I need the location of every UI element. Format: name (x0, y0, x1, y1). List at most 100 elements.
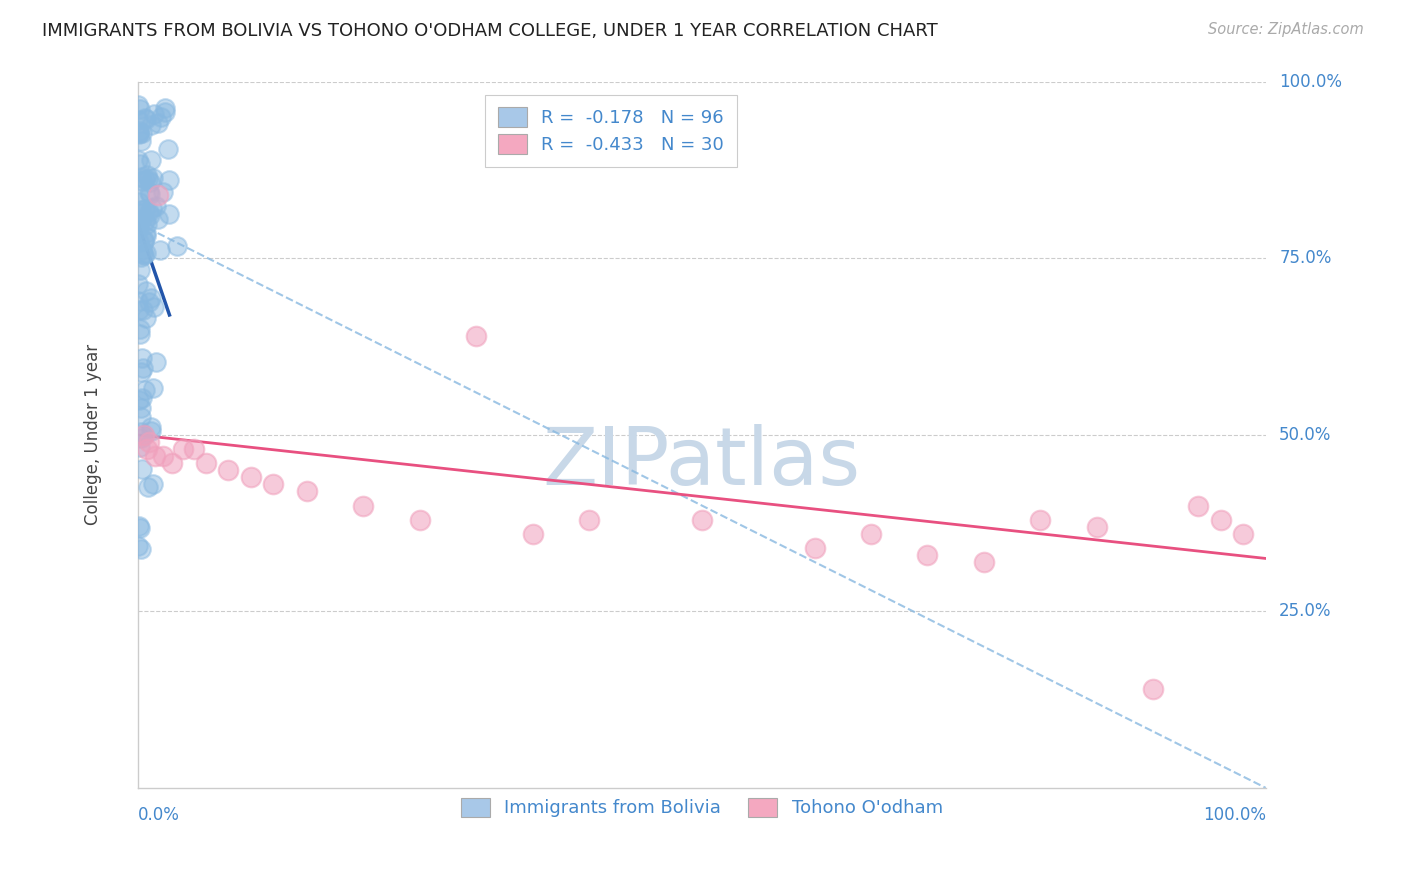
Point (132, 246, 155, 260)
Text: College, Under 1 year: College, Under 1 year (84, 344, 101, 525)
Point (153, 105, 176, 120)
Point (139, 176, 162, 190)
Point (134, 172, 156, 186)
Point (129, 541, 152, 556)
Point (172, 442, 194, 456)
Point (148, 212, 170, 227)
Point (917, 548, 939, 562)
Point (134, 111, 156, 125)
Point (127, 112, 149, 127)
Point (132, 247, 155, 261)
Point (136, 172, 159, 186)
Point (142, 381, 165, 395)
Point (295, 484, 318, 499)
Point (136, 480, 159, 494)
Point (129, 440, 152, 454)
Point (128, 222, 150, 236)
Point (131, 134, 153, 148)
Point (973, 555, 995, 569)
Point (141, 291, 163, 305)
Point (131, 251, 153, 265)
Point (143, 301, 166, 315)
Point (128, 518, 150, 533)
Point (131, 391, 153, 405)
Point (129, 202, 152, 217)
Point (148, 188, 170, 202)
Point (1029, 513, 1052, 527)
Point (129, 365, 152, 379)
Point (135, 112, 157, 127)
Point (138, 295, 160, 310)
Point (152, 449, 174, 463)
Point (128, 521, 150, 535)
Point (132, 302, 155, 317)
Point (353, 499, 375, 513)
Point (131, 126, 153, 140)
Point (129, 212, 152, 227)
Point (127, 277, 149, 292)
Point (128, 127, 150, 141)
Point (153, 101, 176, 115)
Point (146, 116, 169, 130)
Point (141, 425, 163, 439)
Text: 25.0%: 25.0% (1279, 602, 1331, 621)
Point (128, 216, 150, 230)
Point (160, 456, 183, 470)
Point (135, 284, 157, 298)
Point (409, 513, 432, 527)
Point (143, 449, 166, 463)
Point (128, 216, 150, 230)
Point (142, 107, 165, 121)
Point (128, 326, 150, 341)
Point (128, 187, 150, 202)
Point (138, 434, 160, 449)
Point (131, 243, 153, 257)
Point (131, 174, 153, 188)
Point (128, 124, 150, 138)
Point (128, 126, 150, 140)
Point (135, 311, 157, 326)
Text: ZIPatlas: ZIPatlas (543, 425, 860, 502)
Point (141, 476, 163, 491)
Point (135, 245, 157, 260)
Point (129, 170, 152, 185)
Point (522, 526, 544, 541)
Point (145, 355, 167, 369)
Point (132, 428, 155, 442)
Point (138, 208, 160, 222)
Point (142, 170, 165, 185)
Point (1187, 499, 1209, 513)
Point (183, 442, 205, 456)
Point (136, 168, 159, 182)
Point (690, 513, 713, 527)
Point (152, 185, 174, 199)
Point (217, 463, 239, 477)
Point (262, 477, 284, 491)
Point (194, 456, 217, 470)
Point (159, 207, 181, 221)
Point (127, 98, 149, 112)
Text: IMMIGRANTS FROM BOLIVIA VS TOHONO O'ODHAM COLLEGE, UNDER 1 YEAR CORRELATION CHAR: IMMIGRANTS FROM BOLIVIA VS TOHONO O'ODHA… (42, 22, 938, 40)
Point (129, 410, 152, 425)
Point (138, 204, 160, 219)
Point (131, 462, 153, 476)
Point (128, 235, 150, 249)
Point (132, 360, 155, 375)
Point (128, 393, 150, 408)
Point (135, 229, 157, 244)
Text: 0.0%: 0.0% (138, 805, 180, 823)
Text: Source: ZipAtlas.com: Source: ZipAtlas.com (1208, 22, 1364, 37)
Point (128, 206, 150, 220)
Point (127, 539, 149, 553)
Point (1232, 526, 1254, 541)
Point (135, 227, 157, 241)
Point (129, 401, 152, 415)
Point (134, 428, 156, 442)
Point (141, 118, 163, 132)
Point (578, 513, 600, 527)
Legend: Immigrants from Bolivia, Tohono O'odham: Immigrants from Bolivia, Tohono O'odham (454, 790, 950, 825)
Point (145, 199, 167, 213)
Point (148, 244, 170, 258)
Point (138, 185, 160, 199)
Point (134, 383, 156, 397)
